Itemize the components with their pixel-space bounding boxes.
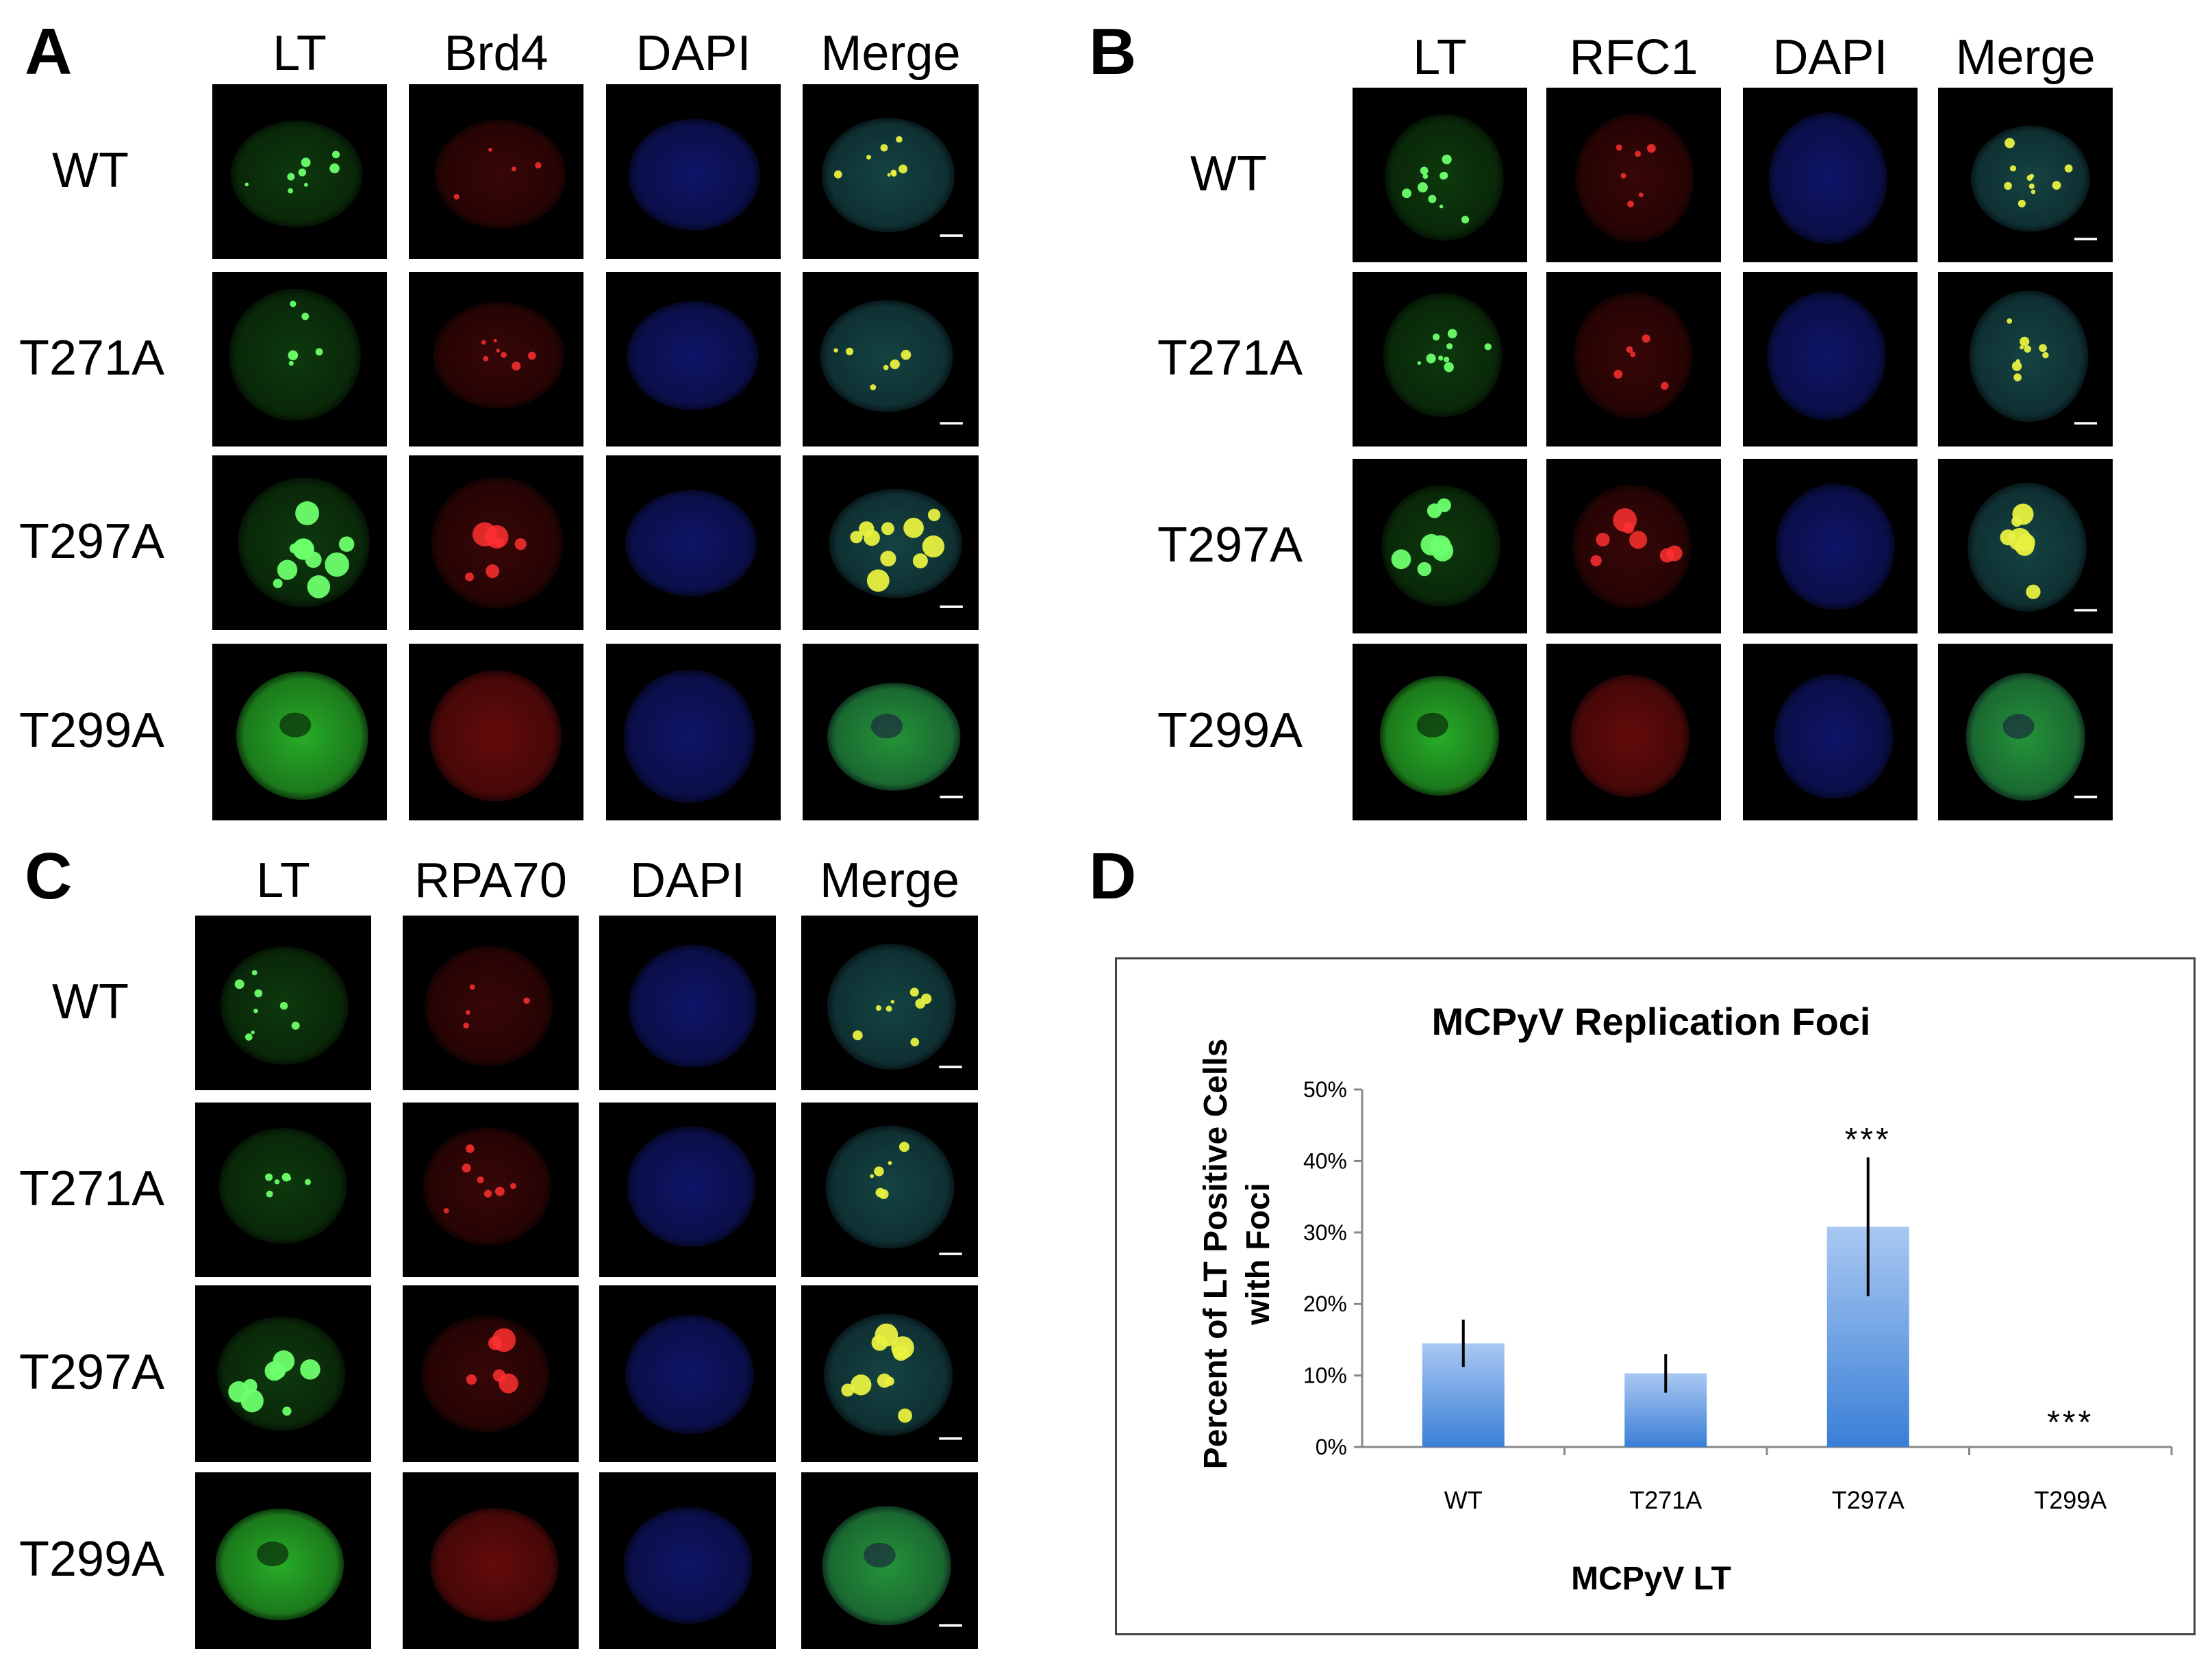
x-tick-label-t297a: T297A [1832,1486,1905,1514]
micrograph-a-wt-brd4 [409,84,583,259]
row-label-t299a: T299A [19,703,165,758]
micrograph-b-t299a-rfc1 [1546,644,1721,820]
micrograph-a-t271a-dapi [606,272,781,446]
row-label-t271a: T271A [19,1161,165,1216]
panel-letter-a: A [25,15,73,88]
row-label-wt: WT [52,142,129,198]
micrograph-a-t271a-lt [212,272,387,446]
micrograph-b-wt-lt [1353,88,1527,262]
x-tick-label-t299a: T299A [2034,1486,2107,1514]
micrograph-c-t297a-rpa70 [403,1285,579,1462]
row-label-t271a: T271A [1157,330,1303,386]
micrograph-b-wt-rfc1 [1546,88,1721,262]
chart-title: MCPyV Replication Foci [1432,1000,1871,1043]
column-header-rpa70: RPA70 [414,853,567,908]
micrograph-a-t297a-brd4 [409,455,583,630]
column-header-rfc1: RFC1 [1569,30,1698,85]
micrograph-b-t299a-merge [1938,644,2113,820]
micrograph-b-t271a-dapi [1743,272,1918,446]
micrograph-c-t299a-merge [801,1472,978,1649]
column-header-brd4: Brd4 [444,26,549,81]
micrograph-c-t271a-dapi [599,1103,776,1277]
micrograph-b-t271a-rfc1 [1546,272,1721,446]
column-header-lt: LT [256,853,310,908]
micrograph-a-t299a-brd4 [409,644,583,820]
panel-letter-b: B [1089,15,1137,88]
row-label-t297a: T297A [19,514,165,569]
micrograph-c-t299a-lt [195,1472,371,1649]
panel-letter-d: D [1089,840,1137,913]
micrograph-a-t299a-merge [803,644,979,820]
micrograph-a-t271a-merge [803,272,979,446]
y-tick-label: 0% [1316,1435,1347,1459]
column-header-dapi: DAPI [636,26,751,81]
micrograph-c-wt-dapi [599,916,776,1090]
micrograph-c-wt-merge [801,916,978,1090]
micrograph-c-t271a-rpa70 [403,1103,579,1277]
column-header-merge: Merge [819,853,960,908]
micrograph-a-t299a-dapi [606,644,781,820]
bar-chart: MCPyV Replication Foci 0% 10% 20% 30% 40% 50% W… [1198,1000,2173,1597]
column-header-dapi: DAPI [1772,30,1888,85]
column-header-merge: Merge [820,26,961,81]
row-label-wt: WT [1190,146,1267,201]
column-header-lt: LT [273,26,327,81]
significance-t299a: *** [2047,1405,2094,1441]
micrograph-c-t297a-lt [195,1285,371,1462]
row-label-t297a: T297A [19,1345,165,1400]
panel-letter-c: C [25,840,73,913]
micrograph-a-t297a-lt [212,455,387,630]
y-tick-label: 20% [1303,1292,1347,1316]
significance-t297a: *** [1845,1122,1891,1158]
y-tick-label: 40% [1303,1148,1347,1173]
x-tick-label-t271a: T271A [1629,1486,1702,1514]
micrograph-c-t297a-merge [801,1285,978,1462]
y-tick-label: 50% [1303,1077,1347,1102]
micrograph-c-t299a-dapi [599,1472,776,1649]
micrograph-c-t299a-rpa70 [403,1472,579,1649]
column-header-merge: Merge [1955,30,2096,85]
row-label-t297a: T297A [1157,517,1303,572]
micrograph-c-t271a-lt [195,1103,371,1277]
column-header-dapi: DAPI [629,853,746,908]
chart-frame: MCPyV Replication Foci 0% 10% 20% 30% 40% 50% W… [1115,957,2196,1635]
micrograph-c-t271a-merge [801,1103,978,1277]
micrograph-a-wt-merge [803,84,979,259]
y-tick-label: 30% [1303,1220,1347,1245]
micrograph-a-t297a-dapi [606,455,781,630]
micrograph-a-t299a-lt [212,644,387,820]
micrograph-b-wt-dapi [1743,88,1918,262]
row-label-t299a: T299A [1157,703,1303,758]
micrograph-b-t271a-merge [1938,272,2113,446]
column-header-lt: LT [1413,30,1467,85]
micrograph-c-t297a-dapi [599,1285,776,1462]
row-label-t271a: T271A [19,330,165,386]
micrograph-a-wt-dapi [606,84,781,259]
micrograph-b-t297a-merge [1938,459,2113,633]
row-label-wt: WT [52,974,129,1029]
y-axis-label: Percent of LT Positive Cells with Foci [1198,1039,1277,1470]
micrograph-b-wt-merge [1938,88,2113,262]
row-label-t299a: T299A [19,1532,165,1587]
micrograph-b-t297a-dapi [1743,459,1918,633]
x-axis-label: MCPyV LT [1571,1561,1731,1597]
micrograph-a-wt-lt [212,84,387,259]
x-tick-label-wt: WT [1444,1486,1483,1514]
micrograph-c-wt-rpa70 [403,916,579,1090]
y-tick-label: 10% [1303,1363,1347,1388]
micrograph-a-t297a-merge [803,455,979,630]
micrograph-b-t299a-dapi [1743,644,1918,820]
micrograph-b-t297a-rfc1 [1546,459,1721,633]
micrograph-c-wt-lt [195,916,371,1090]
micrograph-b-t297a-lt [1353,459,1527,633]
micrograph-a-t271a-brd4 [409,272,583,446]
micrograph-b-t271a-lt [1353,272,1527,446]
micrograph-b-t299a-lt [1353,644,1527,820]
